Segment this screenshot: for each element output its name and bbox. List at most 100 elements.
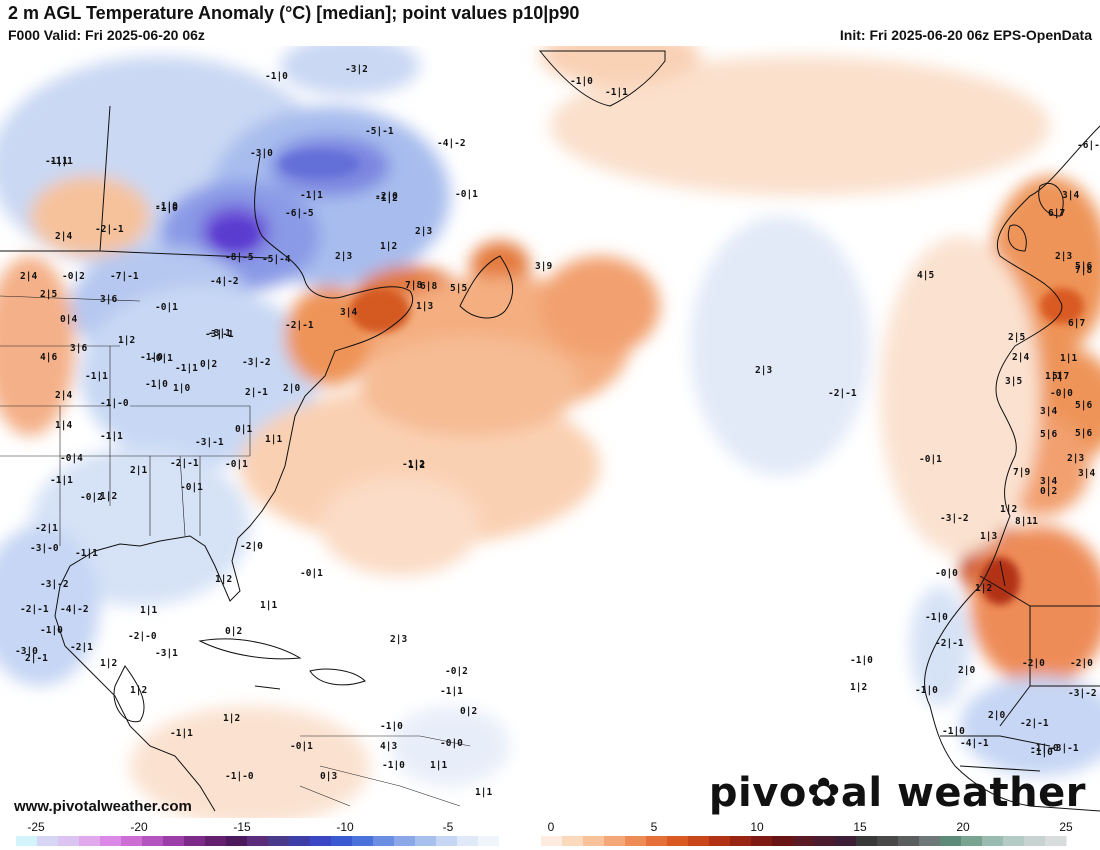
- point-value-label: -3|1: [155, 648, 178, 659]
- point-value-label: -1|0: [942, 726, 965, 737]
- colorbar-cell: [352, 836, 374, 846]
- point-value-label: -2|0: [1022, 658, 1045, 669]
- point-value-label: -1|1: [440, 686, 463, 697]
- point-value-label: 2|3: [415, 226, 432, 237]
- colorbar-tick-label: -15: [233, 820, 251, 834]
- point-value-label: 1|1: [260, 600, 277, 611]
- point-value-label: 1|3: [416, 301, 433, 312]
- point-value-label: -0|2: [80, 492, 103, 503]
- point-value-label: 2|3: [1067, 453, 1084, 464]
- point-value-label: -0|4: [60, 453, 83, 464]
- point-value-label: -3|1: [208, 328, 231, 339]
- colorbar-cell: [604, 836, 626, 846]
- colorbar-cell: [163, 836, 185, 846]
- point-value-label: 1|3: [980, 531, 997, 542]
- colorbar-cell: [877, 836, 899, 846]
- point-value-label: -2|-1: [285, 320, 314, 331]
- point-value-label: -1|2: [375, 193, 398, 204]
- point-value-label: -1|0: [380, 721, 403, 732]
- point-value-label: 0|2: [460, 706, 477, 717]
- point-value-label: -0|1: [150, 353, 173, 364]
- website-url[interactable]: www.pivotalweather.com: [14, 798, 192, 815]
- point-value-label: -2|-1: [95, 224, 124, 235]
- point-value-label: -4|-2: [210, 276, 239, 287]
- point-value-label: -2|-1: [1020, 718, 1049, 729]
- valid-time: F000 Valid: Fri 2025-06-20 06z: [8, 27, 205, 43]
- colorbar-cell: [310, 836, 332, 846]
- point-value-label: -2|-1: [170, 458, 199, 469]
- point-value-label: 5|7: [1052, 371, 1069, 382]
- point-value-label: 1|2: [100, 491, 117, 502]
- point-value-label: 2|3: [390, 634, 407, 645]
- colorbar-cell: [37, 836, 59, 846]
- point-value-label: -0|1: [180, 482, 203, 493]
- colorbar-tick-label: -10: [336, 820, 354, 834]
- point-value-label: -4|-1: [960, 738, 989, 749]
- point-value-label: 5|6: [1075, 400, 1092, 411]
- colorbar-cell: [751, 836, 773, 846]
- point-value-label: -1|1: [100, 431, 123, 442]
- point-value-label: -3|-2: [242, 357, 271, 368]
- point-value-label: -5|-1: [365, 126, 394, 137]
- point-value-label: -0|1: [919, 454, 942, 465]
- point-value-label: -1|1: [75, 548, 98, 559]
- colorbar-cell: [646, 836, 668, 846]
- point-value-label: 6|7: [1048, 208, 1065, 219]
- point-value-label: -1|0: [155, 203, 178, 214]
- point-value-label: -6|-5: [285, 208, 314, 219]
- point-value-label: 4|5: [917, 270, 934, 281]
- point-value-label: 1|1: [1060, 353, 1077, 364]
- point-values: -1|1-1|0-3|2-1|0-1|1-5|-1-4|-2-1|0-3|0-1…: [15, 64, 1100, 798]
- point-value-label: -1|1: [50, 156, 73, 167]
- point-value-label: 2|1: [130, 465, 147, 476]
- point-value-label: 5|6: [1075, 428, 1092, 439]
- colorbar-tick-label: 25: [1059, 820, 1073, 834]
- colorbar-cell: [541, 836, 563, 846]
- colorbar-cell: [121, 836, 143, 846]
- brand-text-right: al weather: [840, 770, 1086, 816]
- point-value-label: 0|3: [320, 771, 337, 782]
- point-value-label: 3|6: [100, 294, 117, 305]
- point-value-label: -2|0: [240, 541, 263, 552]
- colorbar-cell: [1045, 836, 1067, 846]
- point-value-label: 1|2: [118, 335, 135, 346]
- point-value-label: 0|1: [235, 424, 252, 435]
- point-value-label: 7|8: [405, 280, 422, 291]
- point-value-label: -2|-0: [128, 631, 157, 642]
- colorbar-cell: [394, 836, 416, 846]
- point-value-label: -1|0: [925, 612, 948, 623]
- map-title: 2 m AGL Temperature Anomaly (°C) [median…: [8, 3, 580, 23]
- point-value-label: 2|0: [988, 710, 1005, 721]
- colorbar-cell: [478, 836, 500, 846]
- colorbar-tick-label: -5: [443, 820, 454, 834]
- anomaly-map[interactable]: -1|1 -1|0 -3|2 -1|0 -1|1 -5|-1 -4|-2 -1|0 -3|0 -1…: [0, 46, 1100, 818]
- colorbar-tick-label: -25: [27, 820, 45, 834]
- point-value-label: -0|0: [1050, 388, 1073, 399]
- colorbar-cell: [184, 836, 206, 846]
- point-value-label: 1|2: [1000, 504, 1017, 515]
- colorbar-ticks: -25 -20 -15 -10 -5 0 5 10 15 20 25: [27, 820, 1073, 834]
- point-value-label: 1|1: [265, 434, 282, 445]
- colorbar-cell: [247, 836, 269, 846]
- point-value-label: 3|4: [1078, 468, 1095, 479]
- colorbar-cell: [1024, 836, 1046, 846]
- point-value-label: 1|2: [975, 583, 992, 594]
- point-value-label: -1|-0: [100, 398, 129, 409]
- colorbar-cell: [835, 836, 857, 846]
- colorbar: -25 -20 -15 -10 -5 0 5 10 15 20 25: [16, 818, 1086, 850]
- point-value-label: -3|-0: [30, 543, 59, 554]
- point-value-label: -1|1: [175, 363, 198, 374]
- colorbar-cell: [730, 836, 752, 846]
- colorbar-cell: [940, 836, 962, 846]
- point-value-label: -3|0: [15, 646, 38, 657]
- point-value-label: 1|1: [475, 787, 492, 798]
- point-value-label: -1|-0: [225, 771, 254, 782]
- point-value-label: 3|4: [1062, 190, 1079, 201]
- point-value-label: -0|1: [225, 459, 248, 470]
- point-value-label: -1|0: [40, 625, 63, 636]
- point-value-label: 1|2: [215, 574, 232, 585]
- gear-icon: ✿: [806, 770, 841, 816]
- point-value-label: 3|6: [70, 343, 87, 354]
- point-value-label: -0|2: [62, 271, 85, 282]
- point-value-label: -1|0: [265, 71, 288, 82]
